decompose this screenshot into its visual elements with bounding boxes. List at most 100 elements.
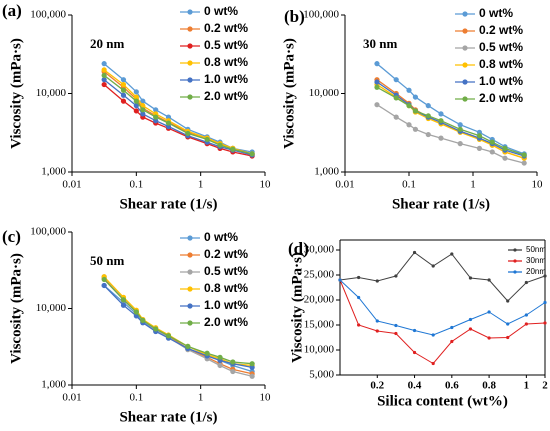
data-point — [375, 279, 379, 283]
y-tick-label: 20,000 — [304, 294, 335, 306]
data-point — [357, 323, 361, 327]
legend-label: 2.0 wt% — [204, 315, 248, 329]
data-point — [412, 328, 417, 333]
data-point — [153, 114, 159, 120]
data-point — [406, 103, 412, 109]
data-point — [204, 350, 210, 356]
legend-label: 20nm — [526, 267, 546, 276]
data-point — [450, 339, 454, 344]
data-point — [394, 331, 398, 336]
panel-label: (d) — [288, 239, 309, 258]
x-axis-label: Shear rate (1/s) — [119, 409, 217, 425]
x-tick-label: 0.6 — [445, 380, 459, 392]
data-point — [230, 146, 236, 152]
panel-label: (c) — [2, 227, 21, 246]
series-line — [376, 104, 525, 164]
data-point — [524, 322, 528, 326]
data-point — [506, 335, 510, 340]
y-tick-label: 30,000 — [304, 244, 335, 256]
data-point — [521, 152, 527, 158]
x-tick-label: 0.1 — [402, 179, 416, 191]
data-point — [338, 278, 342, 282]
data-point — [133, 103, 139, 109]
legend-label: 1.0 wt% — [479, 74, 523, 88]
x-tick-label: 0.1 — [129, 392, 143, 404]
x-tick-label: 0.01 — [335, 179, 354, 191]
data-point — [140, 98, 146, 104]
data-point — [120, 92, 127, 98]
legend-marker — [462, 45, 468, 51]
data-point — [101, 282, 107, 289]
legend-marker — [187, 26, 193, 32]
x-tick-label: 1 — [198, 179, 204, 191]
data-point — [476, 145, 483, 151]
data-point — [204, 136, 210, 143]
x-tick-label: 10 — [532, 179, 544, 191]
data-point — [543, 300, 547, 305]
legend-label: 1.0 wt% — [204, 72, 248, 86]
y-tick-label: 100,000 — [303, 9, 339, 21]
data-point — [101, 72, 107, 79]
legend-marker — [462, 11, 468, 17]
legend-marker — [187, 94, 193, 100]
y-tick-label: 1,000 — [41, 166, 66, 178]
x-tick-label: 0.01 — [62, 179, 81, 191]
legend-marker — [462, 96, 468, 102]
y-tick-label: 15,000 — [304, 319, 335, 331]
legend-label: 0 wt% — [479, 6, 513, 20]
data-point — [230, 368, 236, 375]
data-point — [357, 275, 361, 280]
data-point — [140, 111, 146, 117]
data-point — [431, 361, 435, 366]
legend-label: 0.5 wt% — [204, 38, 248, 52]
data-point — [217, 142, 223, 148]
data-point — [412, 94, 419, 100]
y-axis-label: Viscosity (mPa·s) — [281, 38, 297, 149]
data-point — [153, 118, 159, 124]
data-point — [412, 350, 417, 355]
data-point — [457, 122, 463, 128]
data-point — [133, 98, 139, 104]
data-point — [133, 89, 139, 95]
data-point — [120, 98, 127, 104]
legend-marker — [513, 270, 517, 274]
data-point — [217, 354, 223, 360]
data-point — [140, 103, 146, 109]
legend-marker — [187, 320, 193, 326]
data-point — [543, 274, 547, 278]
data-point — [249, 373, 255, 379]
data-point — [487, 310, 491, 314]
annotation: 30 nm — [363, 36, 397, 51]
data-point — [374, 79, 380, 85]
y-tick-label: 10,000 — [36, 302, 67, 314]
data-point — [468, 276, 473, 280]
data-point — [438, 118, 444, 124]
data-point — [489, 139, 495, 145]
y-tick-label: 10,000 — [36, 87, 67, 99]
y-axis-label: Viscosity (mPa·s) — [8, 38, 24, 149]
data-point — [543, 321, 547, 325]
legend-label: 0.8 wt% — [204, 281, 248, 295]
y-tick-label: 25,000 — [304, 269, 335, 281]
y-tick-label: 10,000 — [304, 344, 335, 356]
data-point — [394, 323, 398, 328]
data-point — [406, 122, 412, 128]
data-point — [101, 81, 107, 88]
data-point — [431, 333, 435, 337]
data-point — [153, 326, 159, 332]
data-point — [153, 107, 159, 113]
x-tick-label: 0.01 — [62, 392, 81, 404]
legend-marker — [187, 252, 193, 258]
data-point — [457, 126, 463, 132]
legend-label: 0.5 wt% — [479, 40, 523, 54]
x-tick-label: 10 — [260, 392, 272, 404]
data-point — [425, 131, 431, 138]
y-tick-label: 1,000 — [41, 379, 66, 391]
legend-label: 0.2 wt% — [204, 21, 248, 35]
y-tick-label: 10,000 — [309, 87, 340, 99]
panel-label: (a) — [2, 1, 22, 20]
data-point — [487, 336, 491, 340]
data-point — [506, 322, 510, 326]
data-point — [425, 113, 431, 119]
legend-marker — [187, 286, 193, 292]
